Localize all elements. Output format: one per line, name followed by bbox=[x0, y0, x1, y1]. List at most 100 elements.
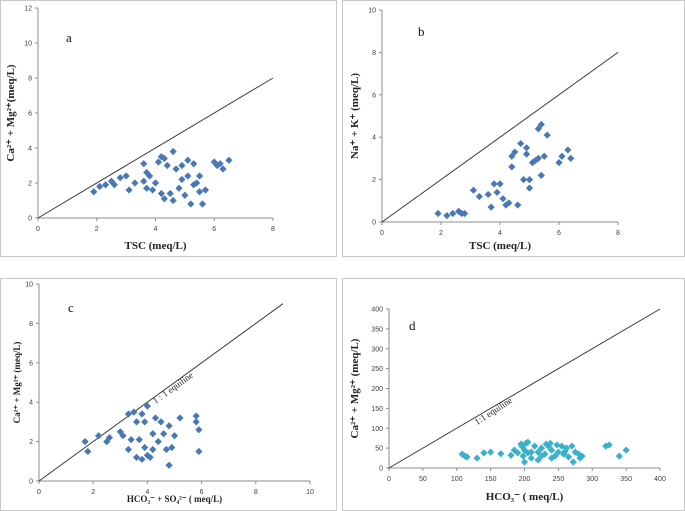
panel-a-data-point bbox=[190, 160, 198, 168]
panel-c-data-point bbox=[162, 445, 170, 454]
panel-b-data-point bbox=[543, 131, 551, 139]
panel-c-data-point bbox=[149, 430, 157, 438]
panel-b-y-tick-label: 0 bbox=[372, 220, 376, 227]
panel-b-x-tick-label: 6 bbox=[557, 230, 561, 237]
panel-b-data-point bbox=[505, 199, 513, 207]
panel-d-data-point bbox=[569, 458, 577, 466]
panel-d-data-point bbox=[554, 448, 562, 456]
panel-d-x-axis-title: HCO₃⁻ ( meq/L) bbox=[486, 491, 564, 503]
panel-c-x-tick-label: 2 bbox=[91, 489, 95, 496]
panel-d-data-point bbox=[546, 439, 554, 447]
panel-b-data-point bbox=[525, 176, 534, 184]
panel-d-y-tick-label: 300 bbox=[371, 346, 383, 353]
panel-c-data-point bbox=[124, 445, 133, 454]
panel-d-data-point bbox=[520, 446, 529, 454]
panel-b-data-point bbox=[461, 209, 469, 218]
panel-d-data-point bbox=[541, 450, 549, 458]
panel-a-data-point bbox=[219, 165, 227, 173]
panel-a-data-point bbox=[96, 182, 104, 191]
panel-c-data-point bbox=[141, 418, 149, 426]
panel-c-data-point bbox=[143, 402, 151, 410]
panel-c-data-point bbox=[84, 447, 92, 456]
panel-a-data-point bbox=[178, 161, 186, 170]
panel-d-data-point bbox=[463, 453, 471, 461]
panel-a-equiline bbox=[37, 77, 274, 219]
panel-a-data-point bbox=[181, 191, 189, 199]
panel-d-data-point bbox=[551, 452, 559, 460]
panel-a-data-point bbox=[90, 188, 98, 196]
panel-c-data-point bbox=[135, 436, 143, 444]
panel-c-data-point bbox=[103, 438, 111, 446]
panel-b-data-point bbox=[564, 146, 572, 154]
panel-d-data-point bbox=[537, 452, 546, 460]
panel-d-data-point bbox=[622, 446, 630, 454]
panel-a-x-axis-title: TSC (meq/L) bbox=[124, 240, 186, 252]
panel-a-y-tick-label: 2 bbox=[28, 181, 32, 188]
panel-c-x-tick-label: 4 bbox=[145, 489, 149, 496]
panel-b-data-point bbox=[508, 152, 516, 160]
panel-a-data-point bbox=[169, 147, 177, 156]
panel-d-data-point bbox=[548, 454, 556, 462]
panel-c-panel-label: c bbox=[68, 300, 74, 315]
panel-d-data-point bbox=[542, 440, 550, 448]
panel-b-data-point bbox=[469, 186, 478, 194]
panel-b-x-tick-label: 2 bbox=[439, 230, 443, 237]
panel-b-data-point bbox=[508, 163, 516, 171]
panel-a-data-point bbox=[175, 184, 183, 192]
panel-c-x-tick-label: 8 bbox=[254, 489, 258, 496]
panel-b-data-point bbox=[443, 212, 451, 220]
panel-c-data-point bbox=[195, 426, 203, 434]
panel-c-data-point bbox=[130, 408, 138, 416]
panel-b-data-point bbox=[493, 188, 501, 196]
panel-a-data-point bbox=[172, 165, 180, 173]
panel-a-x-tick-label: 2 bbox=[95, 226, 99, 233]
panel-a-y-tick-label: 8 bbox=[28, 76, 32, 83]
panel-a-y-axis-title: Ca²⁺ + Mg²⁺(meq/L) bbox=[5, 64, 17, 162]
panel-b-data-point bbox=[434, 209, 442, 218]
panel-a-data-point bbox=[125, 186, 133, 194]
panel-d-data-point bbox=[602, 442, 610, 450]
panel-d-x-tick-label: 50 bbox=[419, 476, 427, 483]
panel-a-x-tick-label: 0 bbox=[36, 226, 40, 233]
panel-a-data-point bbox=[146, 172, 154, 180]
panel-a-y-tick-label: 6 bbox=[28, 111, 32, 118]
panel-c-y-axis-title: Ca²⁺ + Mg²⁺ (meq/L) bbox=[12, 342, 22, 424]
panel-d-y-tick-label: 400 bbox=[371, 307, 383, 314]
panel-c-data-point bbox=[81, 438, 89, 446]
panel-d-data-point bbox=[531, 442, 539, 450]
panel-a-data-point bbox=[201, 186, 210, 194]
panel-a-x-tick-label: 4 bbox=[154, 226, 158, 233]
panel-a-y-tick-label: 4 bbox=[28, 146, 32, 153]
panel-c-x-tick-label: 0 bbox=[37, 489, 41, 496]
panel-b-data-point bbox=[540, 152, 548, 160]
panel-a-data-point bbox=[184, 172, 192, 180]
panel-c-frame bbox=[0, 278, 337, 511]
panel-b-frame bbox=[342, 0, 685, 257]
panel-c-data-point bbox=[127, 436, 135, 444]
panel-a-data-point bbox=[140, 160, 148, 168]
panel-b-x-tick-label: 0 bbox=[380, 230, 384, 237]
panel-a-data-point bbox=[198, 200, 207, 208]
panel-b-data-point bbox=[514, 201, 522, 209]
panel-c-data-point bbox=[138, 455, 146, 463]
panel-b-data-point bbox=[484, 190, 492, 199]
panel-a-data-point bbox=[163, 161, 171, 170]
panel-c-data-point bbox=[170, 432, 179, 440]
panel-d-data-point bbox=[519, 452, 527, 460]
panel-b-data-point bbox=[475, 192, 483, 201]
panel-a-data-point bbox=[184, 156, 192, 164]
panel-a-data-point bbox=[157, 189, 165, 198]
panel-c-data-point bbox=[146, 453, 154, 461]
panel-d-data-point bbox=[480, 449, 488, 457]
panel-d-data-point bbox=[537, 444, 546, 452]
panel-b-x-tick-label: 4 bbox=[498, 230, 502, 237]
panel-b-data-point bbox=[517, 139, 525, 148]
panel-a-data-point bbox=[169, 196, 177, 205]
panel-a-data-point bbox=[160, 154, 168, 163]
panel-d-y-tick-label: 150 bbox=[371, 406, 383, 413]
panel-c-data-point bbox=[195, 447, 203, 456]
panel-a-y-tick-label: 0 bbox=[28, 216, 32, 223]
panel-d-y-tick-label: 350 bbox=[371, 326, 383, 333]
panel-d-data-point bbox=[473, 454, 481, 462]
panel-d-y-tick-label: 250 bbox=[371, 366, 383, 373]
